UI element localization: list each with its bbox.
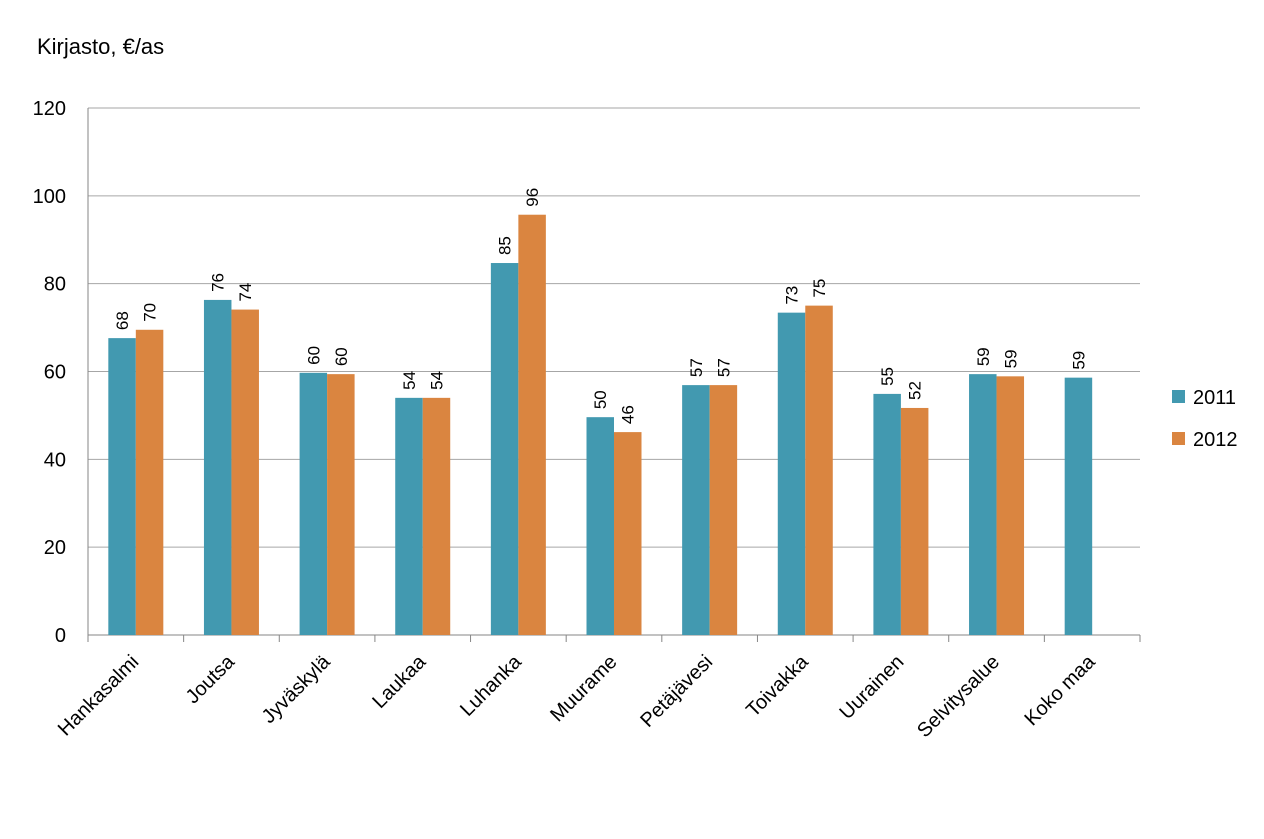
bar-2012-Selvitysalue	[996, 376, 1025, 635]
category-label: Laukaa	[368, 650, 431, 713]
y-tick-label: 80	[44, 274, 66, 296]
bar-2012-Muurame	[614, 432, 642, 635]
bar-2012-Luhanka	[518, 214, 546, 635]
category-label: Petäjävesi	[636, 651, 717, 732]
category-label: Muurame	[546, 651, 621, 726]
bar-2012-Laukaa	[422, 397, 451, 635]
y-tick-label: 0	[55, 625, 66, 647]
data-label: 60	[304, 346, 323, 365]
bar-2012-Petäjävesi	[709, 385, 738, 635]
bars	[108, 214, 1093, 635]
y-tick-label: 120	[33, 98, 66, 120]
data-label: 46	[619, 405, 638, 424]
category-label: Koko maa	[1020, 650, 1100, 730]
bar-2012-Jyväskylä	[327, 374, 355, 635]
data-labels: 68 70 76 74 60 60 54 54 85 96 50 46 57 57 73 75 55 52 59 59…	[113, 188, 1088, 424]
data-label: 70	[141, 303, 160, 322]
data-label: 57	[714, 358, 733, 377]
data-label: 60	[332, 347, 351, 366]
data-label: 74	[236, 283, 255, 302]
data-label: 57	[687, 358, 706, 377]
bar-2011-Luhanka	[490, 263, 519, 635]
bar-2011-Joutsa	[203, 299, 232, 635]
legend-label: 2011	[1193, 387, 1236, 409]
y-tick-label: 20	[44, 537, 66, 559]
category-label: Joutsa	[182, 650, 240, 708]
bar-2011-Uurainen	[873, 393, 901, 635]
y-tick-label: 60	[44, 362, 66, 384]
legend-label: 2012	[1193, 429, 1238, 451]
gridlines	[88, 107, 1140, 548]
data-label: 55	[878, 367, 897, 386]
data-label: 52	[906, 381, 925, 400]
data-label: 85	[496, 236, 515, 255]
bar-2012-Hankasalmi	[135, 329, 164, 635]
chart-title: Kirjasto, €/as	[37, 34, 164, 59]
bar-2011-Koko maa	[1064, 377, 1093, 635]
data-label: 54	[427, 371, 446, 390]
bar-2011-Petäjävesi	[682, 385, 710, 635]
data-label: 96	[523, 188, 542, 207]
bar-2011-Hankasalmi	[108, 338, 136, 635]
category-label: Selvitysalue	[913, 651, 1004, 742]
data-label: 68	[113, 311, 132, 330]
data-label: 59	[1069, 351, 1088, 370]
legend-swatch-2011	[1172, 390, 1185, 403]
bar-2011-Muurame	[586, 417, 614, 635]
bar-2012-Joutsa	[231, 309, 259, 635]
bar-2012-Uurainen	[900, 407, 929, 635]
bar-2012-Toivakka	[805, 305, 833, 635]
data-label: 76	[209, 273, 228, 292]
bar-2011-Toivakka	[777, 312, 806, 635]
data-label: 59	[974, 347, 993, 366]
category-label: Jyväskylä	[258, 650, 335, 727]
y-tick-label: 40	[44, 449, 66, 471]
bar-2011-Selvitysalue	[969, 374, 997, 635]
bar-2011-Jyväskylä	[299, 372, 328, 635]
category-label: Luhanka	[456, 650, 526, 720]
data-label: 54	[400, 371, 419, 390]
legend-swatch-2012	[1172, 432, 1185, 445]
data-label: 75	[810, 279, 829, 298]
y-tick-label: 100	[33, 186, 66, 208]
data-label: 50	[591, 390, 610, 409]
data-label: 59	[1001, 349, 1020, 368]
category-label: Hankasalmi	[54, 651, 143, 740]
category-label: Toivakka	[742, 650, 813, 721]
data-label: 73	[783, 286, 802, 305]
axes: 0 20 40 60 80 100 120	[33, 98, 1141, 647]
category-label: Uurainen	[835, 651, 908, 724]
category-labels: Hankasalmi Joutsa Jyväskylä Laukaa Luhanka Mu…	[54, 650, 1100, 742]
bar-2011-Laukaa	[395, 397, 423, 635]
legend: 2011 2012	[1172, 387, 1238, 451]
